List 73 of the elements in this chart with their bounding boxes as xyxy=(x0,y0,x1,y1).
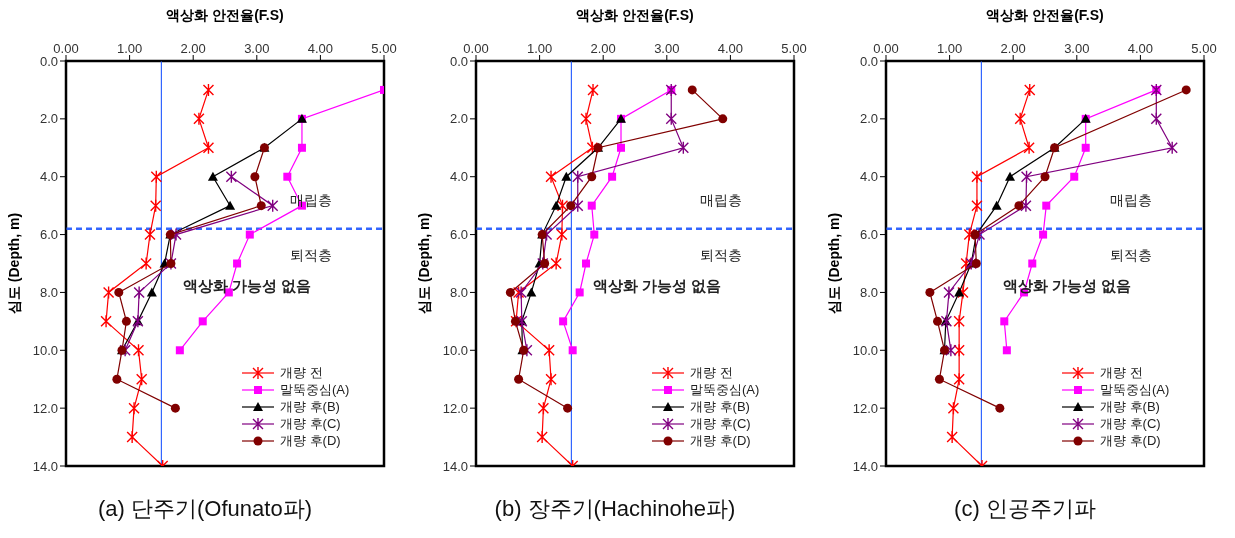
text: (a) 단주기(Ofunato파) xyxy=(97,495,313,523)
x-tick-label: 0.00 xyxy=(873,41,899,56)
y-tick-label: 0.0 xyxy=(39,53,58,69)
x-tick-label: 1.00 xyxy=(116,41,143,56)
y-tick-label: 4.0 xyxy=(39,169,58,185)
y-tick-label: 2.0 xyxy=(449,111,468,127)
legend-label: 개량 전 xyxy=(690,363,733,382)
y-tick-label: 2.0 xyxy=(39,111,58,127)
x-tick-label: 2.00 xyxy=(180,41,206,56)
y-tick-label: 12.0 xyxy=(852,400,878,416)
legend-label: 개량 전 xyxy=(280,363,323,382)
x-tick-label: 4.00 xyxy=(1127,41,1154,56)
y-tick-label: 6.0 xyxy=(859,227,878,243)
annotation: 액상화 가능성 없음 xyxy=(183,276,312,294)
legend-label: 말뚝중심(A) xyxy=(690,380,760,399)
y-tick-label: 10.0 xyxy=(32,342,58,358)
y-tick-label: 8.0 xyxy=(449,285,468,301)
x-tick-label: 5.00 xyxy=(371,41,397,56)
x-tick-label: 3.00 xyxy=(654,41,680,56)
y-tick-label: 4.0 xyxy=(859,169,878,185)
y-tick-label: 8.0 xyxy=(859,285,878,301)
y-tick-label: 14.0 xyxy=(442,458,468,474)
y-tick-label: 14.0 xyxy=(32,458,58,474)
x-axis-title: 액상화 안전율(F.S) xyxy=(986,6,1104,23)
legend-label: 개량 후(B) xyxy=(1100,397,1160,416)
x-tick-label: 4.00 xyxy=(717,41,744,56)
y-tick-label: 8.0 xyxy=(39,285,58,301)
legend-label: 개량 후(D) xyxy=(280,431,341,450)
y-axis-title: 심도 (Depth, m) xyxy=(825,212,842,315)
x-tick-label: 5.00 xyxy=(1191,41,1217,56)
legend-label: 개량 후(C) xyxy=(690,414,751,433)
legend-label: 개량 후(C) xyxy=(280,414,341,433)
legend-label: 개량 후(D) xyxy=(690,431,751,450)
x-axis-title: 액상화 안전율(F.S) xyxy=(576,6,694,23)
y-axis-title: 심도 (Depth, m) xyxy=(5,212,22,315)
annotation: 퇴적층 xyxy=(699,246,742,263)
y-tick-label: 2.0 xyxy=(859,111,878,127)
legend-label: 말뚝중심(A) xyxy=(280,380,350,399)
x-axis-title: 액상화 안전율(F.S) xyxy=(166,6,284,23)
x-tick-label: 2.00 xyxy=(1000,41,1026,56)
x-tick-label: 1.00 xyxy=(526,41,553,56)
x-tick-label: 4.00 xyxy=(307,41,334,56)
y-tick-label: 4.0 xyxy=(449,169,468,185)
annotation: 퇴적층 xyxy=(289,246,332,263)
y-tick-label: 6.0 xyxy=(449,227,468,243)
x-tick-label: 1.00 xyxy=(936,41,963,56)
legend-label: 개량 후(C) xyxy=(1100,414,1161,433)
x-tick-label: 3.00 xyxy=(244,41,270,56)
x-tick-label: 0.00 xyxy=(463,41,489,56)
annotation: 액상화 가능성 없음 xyxy=(593,276,722,294)
y-tick-label: 0.0 xyxy=(449,53,468,69)
x-tick-label: 0.00 xyxy=(53,41,79,56)
y-tick-label: 10.0 xyxy=(852,342,878,358)
annotation: 매립층 xyxy=(1109,191,1152,208)
y-tick-label: 12.0 xyxy=(442,400,468,416)
x-tick-label: 3.00 xyxy=(1064,41,1090,56)
annotation: 퇴적층 xyxy=(1109,246,1152,263)
y-axis-title: 심도 (Depth, m) xyxy=(415,212,432,315)
y-tick-label: 14.0 xyxy=(852,458,878,474)
legend-label: 말뚝중심(A) xyxy=(1100,380,1170,399)
y-tick-label: 10.0 xyxy=(442,342,468,358)
annotation: 매립층 xyxy=(699,191,742,208)
legend-label: 개량 후(B) xyxy=(690,397,750,416)
legend-label: 개량 전 xyxy=(1100,363,1143,382)
legend-label: 개량 후(B) xyxy=(280,397,340,416)
y-tick-label: 6.0 xyxy=(39,227,58,243)
y-tick-label: 0.0 xyxy=(859,53,878,69)
x-tick-label: 5.00 xyxy=(781,41,807,56)
text: (b) 장주기(Hachinohe파) xyxy=(493,495,737,523)
text: (c) 인공주기파 xyxy=(953,495,1097,523)
x-tick-label: 2.00 xyxy=(590,41,616,56)
y-tick-label: 12.0 xyxy=(32,400,58,416)
legend-label: 개량 후(D) xyxy=(1100,431,1161,450)
